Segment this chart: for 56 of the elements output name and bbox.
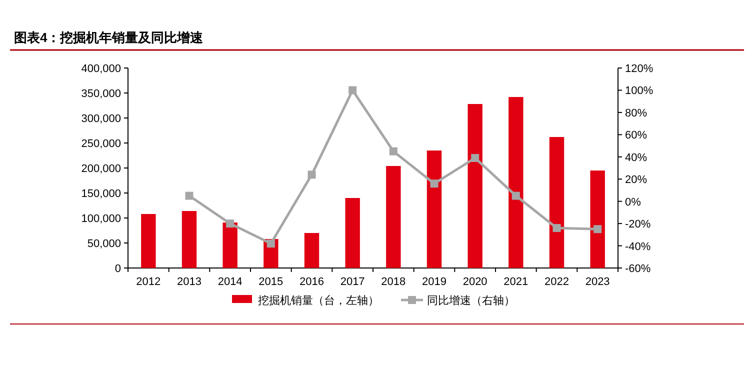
x-tick-label: 2020	[462, 276, 488, 288]
y-tick-label: 350,000	[81, 88, 121, 100]
point	[348, 86, 357, 94]
point	[266, 240, 275, 248]
y2-tick-label: 60%	[625, 130, 648, 142]
bar	[386, 166, 401, 268]
x-tick-label: 2021	[504, 276, 528, 288]
x-tick-label: 2016	[300, 276, 324, 288]
bar	[549, 137, 564, 268]
point	[430, 180, 438, 188]
point	[471, 154, 480, 162]
point	[552, 224, 561, 232]
point	[512, 192, 520, 200]
y2-tick-label: 40%	[625, 152, 648, 164]
bar	[141, 214, 156, 268]
y2-tick-label: 0%	[625, 196, 642, 208]
point	[594, 225, 602, 234]
bar	[304, 233, 320, 268]
x-tick-label: 2013	[177, 276, 202, 288]
y2-tick-label: 100%	[625, 85, 654, 98]
x-tick-label: 2019	[422, 276, 446, 288]
legend-label: 同比增速（右轴）	[427, 294, 515, 307]
x-tick-label: 2012	[136, 276, 161, 288]
y2-tick-label: 80%	[625, 107, 648, 120]
y-tick-label: 250,000	[81, 138, 121, 150]
x-tick-label: 2022	[544, 276, 569, 288]
y-tick-label: 200,000	[81, 163, 121, 175]
x-tick-label: 2017	[340, 276, 365, 288]
bar	[590, 170, 605, 268]
bar	[222, 222, 238, 268]
legend-label: 挖掘机销量（台，左轴）	[258, 294, 379, 307]
bar	[345, 198, 360, 268]
point	[185, 192, 194, 200]
y2-tick-label: -60%	[625, 263, 651, 275]
point	[308, 170, 316, 179]
y-tick-label: 400,000	[81, 63, 121, 75]
y2-tick-label: -40%	[625, 240, 651, 253]
y2-tick-label: 20%	[625, 174, 648, 186]
x-tick-label: 2015	[258, 276, 284, 288]
y-tick-label: 0	[114, 263, 121, 275]
y-tick-label: 100,000	[81, 213, 121, 225]
y-tick-label: 50,000	[87, 238, 121, 250]
y-tick-label: 300,000	[81, 113, 121, 125]
bar	[468, 104, 482, 268]
x-tick-label: 2018	[381, 276, 406, 288]
point	[226, 220, 234, 228]
bar	[508, 97, 524, 268]
bar	[182, 211, 197, 268]
x-tick-label: 2014	[218, 276, 242, 288]
y-tick-label: 150,000	[81, 188, 121, 200]
point	[389, 147, 398, 156]
x-tick-label: 2023	[585, 276, 610, 288]
y2-tick-label: -20%	[625, 218, 651, 231]
y2-tick-label: 120%	[625, 63, 654, 75]
bar	[426, 150, 442, 268]
chart-title: 图表4：挖掘机年销量及同比增速	[14, 30, 204, 45]
